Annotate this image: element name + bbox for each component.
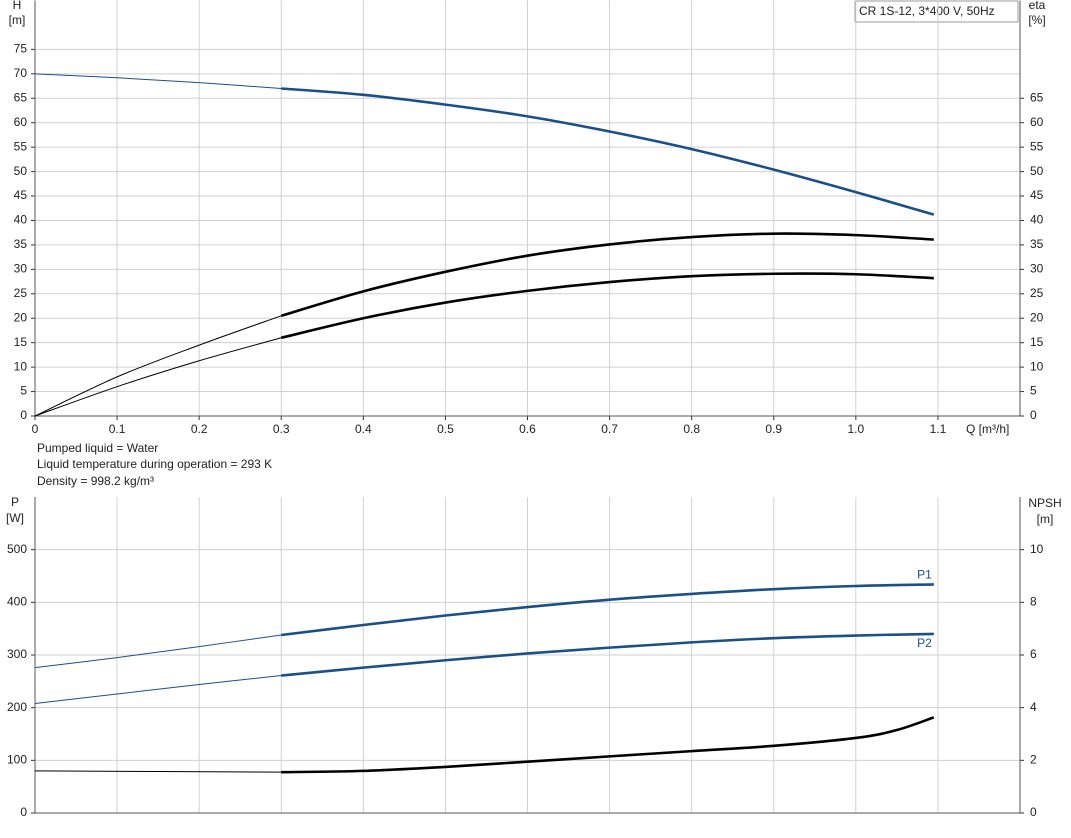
y-tick-label: 200	[7, 700, 27, 714]
y-tick-label: 70	[14, 66, 28, 80]
y-tick-label: 100	[7, 753, 27, 767]
y2-label: NPSH	[1028, 496, 1061, 510]
y2-tick-label: 55	[1030, 139, 1044, 153]
y2-tick-label: 10	[1030, 542, 1044, 556]
y-tick-label: 35	[14, 237, 28, 251]
x-tick-label: 0	[32, 422, 39, 436]
chart-title: CR 1S-12, 3*400 V, 50Hz	[859, 4, 995, 18]
y-tick-label: 0	[20, 408, 27, 422]
y2-tick-label: 40	[1030, 213, 1044, 227]
y2-tick-label: 30	[1030, 262, 1044, 276]
series-label: P1	[917, 568, 932, 582]
x-tick-label: 0.7	[601, 422, 618, 436]
x-tick-label: 0.2	[191, 422, 208, 436]
y2-tick-label: 50	[1030, 164, 1044, 178]
y2-tick-label: 8	[1030, 595, 1037, 609]
title-box	[854, 0, 1019, 23]
curve-thin	[34, 73, 282, 89]
y-tick-label: 500	[7, 542, 27, 556]
y2-label: eta	[1029, 0, 1046, 12]
y2-tick-label: 0	[1030, 408, 1037, 422]
y-tick-label: 5	[20, 384, 27, 398]
note: Pumped liquid = Water	[37, 441, 158, 455]
x-tick-label: 1.0	[847, 422, 864, 436]
x-tick-label: 1.1	[930, 422, 947, 436]
y2-tick-label: 10	[1030, 359, 1044, 373]
curve-thin	[34, 315, 282, 417]
curve-thin	[34, 675, 282, 704]
y-label: P	[11, 495, 19, 509]
y2-tick-label: 0	[1030, 805, 1037, 819]
series-label: P2	[917, 636, 932, 650]
y-tick-label: 45	[14, 188, 28, 202]
y2-tick-label: 35	[1030, 237, 1044, 251]
y2-tick-label: 65	[1030, 90, 1044, 104]
y-tick-label: 20	[14, 310, 28, 324]
y-tick-label: 10	[14, 359, 28, 373]
y-tick-label: 50	[14, 164, 28, 178]
y-tick-label: 75	[14, 42, 28, 56]
y2-tick-label: 6	[1030, 647, 1037, 661]
y-unit: [m]	[9, 13, 26, 27]
curve-thin	[34, 634, 282, 669]
y-tick-label: 65	[14, 90, 28, 104]
y-tick-label: 30	[14, 262, 28, 276]
y2-tick-label: 20	[1030, 310, 1044, 324]
x-tick-label: 0.8	[683, 422, 700, 436]
curve-thin	[34, 337, 282, 417]
x-tick-label: 0.1	[109, 422, 126, 436]
y-tick-label: 55	[14, 139, 28, 153]
y2-unit: [m]	[1037, 512, 1054, 526]
x-label: Q [m³/h]	[966, 422, 1009, 436]
y2-unit: [%]	[1028, 13, 1045, 27]
curve	[281, 87, 935, 216]
y-tick-label: 0	[20, 805, 27, 819]
x-tick-label: 0.6	[519, 422, 536, 436]
x-tick-label: 0.4	[355, 422, 372, 436]
y2-tick-label: 15	[1030, 335, 1044, 349]
curve	[280, 232, 934, 318]
x-tick-label: 0.5	[437, 422, 454, 436]
y-tick-label: 40	[14, 213, 28, 227]
curve	[281, 632, 934, 677]
y-tick-label: 15	[14, 335, 28, 349]
curve	[281, 583, 934, 637]
y2-tick-label: 60	[1030, 115, 1044, 129]
y-tick-label: 400	[7, 595, 27, 609]
y2-tick-label: 25	[1030, 286, 1044, 300]
y2-tick-label: 2	[1030, 753, 1037, 767]
x-tick-label: 0.9	[765, 422, 782, 436]
y-label: H	[13, 0, 22, 12]
x-tick-label: 0.3	[273, 422, 290, 436]
note: Liquid temperature during operation = 29…	[37, 457, 272, 471]
curve-thin	[34, 770, 282, 773]
y-unit: [W]	[6, 511, 24, 525]
y-tick-label: 25	[14, 286, 28, 300]
curve	[280, 272, 934, 340]
y-tick-label: 300	[7, 647, 27, 661]
y2-tick-label: 45	[1030, 188, 1044, 202]
y2-tick-label: 5	[1030, 384, 1037, 398]
y-tick-label: 60	[14, 115, 28, 129]
note: Density = 998.2 kg/m³	[37, 474, 154, 488]
y2-tick-label: 4	[1030, 700, 1037, 714]
curve	[281, 716, 935, 774]
